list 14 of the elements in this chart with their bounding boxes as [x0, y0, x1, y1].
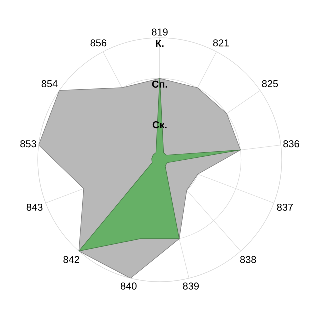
spoke-label: 856	[90, 40, 107, 47]
spoke-label: 853	[20, 140, 36, 148]
spoke-label: 825	[262, 80, 278, 88]
spoke-label: 840	[120, 282, 137, 290]
spoke-label: 839	[183, 282, 200, 290]
spoke-label: 843	[26, 204, 43, 212]
spoke-label: 854	[42, 80, 58, 88]
spoke-label: 842	[64, 256, 80, 264]
spoke-label: 821	[213, 40, 230, 47]
spoke-label: 836	[284, 140, 300, 148]
y-tick-label: К.	[156, 40, 164, 48]
spoke-label: 819	[152, 28, 168, 36]
spoke-label: 838	[240, 256, 256, 264]
spoke-label: 837	[277, 204, 294, 212]
